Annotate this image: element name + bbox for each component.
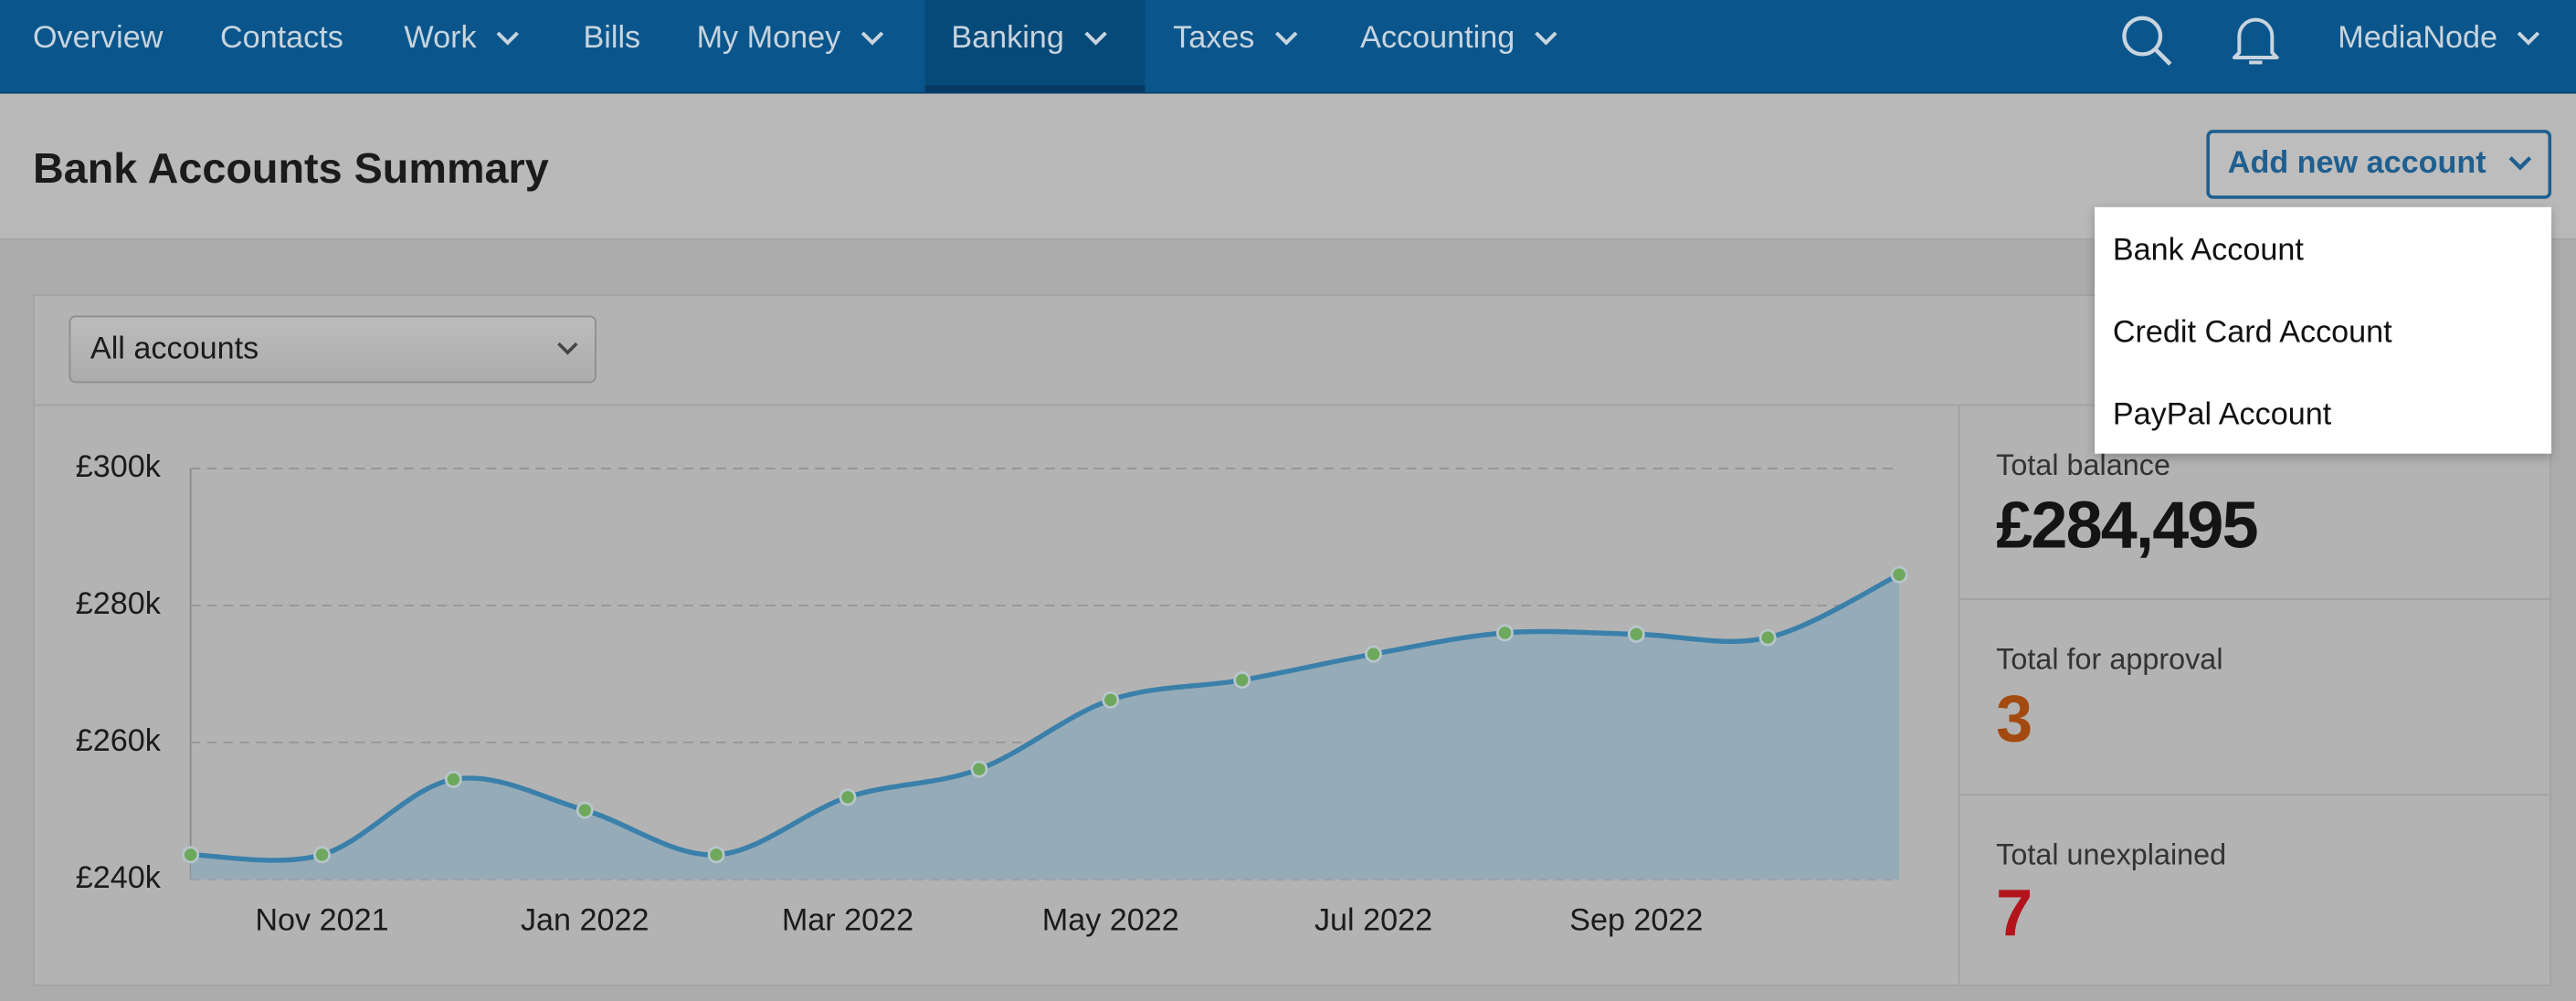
chevron [557,342,578,355]
separator [1959,794,2552,796]
nav-item[interactable]: Banking [951,0,1107,92]
y-tick-label: £280k [76,586,162,621]
user-menu[interactable]: MediaNode [2338,0,2540,92]
menu-item[interactable]: Bank Account [2112,233,2304,269]
notifications-icon[interactable] [2230,12,2283,68]
point [313,846,331,864]
x-tick-label: Jan 2022 [521,903,649,938]
nav-bar: Overview Contacts Work Bills My Money Ba… [0,0,2576,94]
chevron [2518,32,2540,47]
menu-item[interactable]: PayPal Account [2112,397,2332,433]
nav-label[interactable]: Contacts [219,21,343,57]
point [1102,690,1120,709]
y-tick-label: £260k [76,723,162,758]
nav-label[interactable]: Taxes [1173,21,1255,57]
nav-item[interactable]: Contacts [220,0,343,92]
x-tick-label: Mar 2022 [782,903,913,938]
nav-item[interactable]: Bills [583,0,640,92]
balance-chart: £240k £260k £280k £300k Nov 2021 Jan 2022 Mar … [76,449,1908,938]
nav-item[interactable]: Overview [33,0,163,92]
nav-label[interactable]: Bills [583,21,641,57]
nav-item[interactable]: My Money [697,0,883,92]
button-label[interactable]: Add new account [2227,146,2486,181]
account-select[interactable]: All accounts [69,315,596,384]
stat-label: Total balance [1996,448,2170,482]
select-value[interactable]: All accounts [90,332,259,367]
point [444,770,462,788]
point [707,846,725,864]
search-icon[interactable] [2119,13,2175,68]
y-tick-label: £240k [76,860,162,895]
point [575,801,594,819]
nav-label[interactable]: Work [404,21,477,57]
stat-label: Total for approval [1996,642,2223,676]
x-tick-label: Jul 2022 [1314,903,1432,938]
stats-panel [1958,404,2553,986]
point [182,846,200,864]
x-tick-label: May 2022 [1042,903,1179,938]
chevron [1274,32,1297,47]
separator [1959,598,2552,600]
y-tick-label: £300k [76,449,162,484]
nav-item[interactable]: Accounting [1360,0,1557,92]
user-name[interactable]: MediaNode [2338,21,2498,57]
point [1758,628,1777,647]
point [1890,565,1908,584]
nav-label[interactable]: Banking [951,21,1064,57]
chevron [1535,32,1557,47]
stat-label: Total unexplained [1996,838,2227,871]
chevron [860,32,883,47]
point [1495,624,1514,642]
area-fill [190,574,1900,880]
add-account-button[interactable]: Add new account [2206,130,2552,199]
menu-item[interactable]: Credit Card Account [2112,315,2392,351]
chevron [496,32,519,47]
x-tick-label: Nov 2021 [255,903,388,938]
point [1233,671,1251,690]
stat-value: £284,495 [1996,490,2258,563]
page-title: Bank Accounts Summary [32,142,549,193]
point [1627,625,1645,643]
dropdown-menu: Bank Account Credit Card Account PayPal … [2095,206,2552,454]
active-tab [924,0,1145,92]
x-tick-label: Sep 2022 [1569,903,1703,938]
nav-label[interactable]: My Money [696,21,841,57]
stat-value: 3 [1996,683,2032,756]
stat-value: 7 [1996,878,2032,951]
nav-label[interactable]: Overview [32,21,164,57]
filter-bar [32,294,2552,406]
nav-label[interactable]: Accounting [1360,21,1515,57]
nav-item[interactable]: Taxes [1173,0,1297,92]
chevron [2508,156,2532,171]
nav-item[interactable]: Work [404,0,519,92]
point [970,760,988,778]
point [839,788,857,806]
point [1365,645,1382,663]
chevron [1083,32,1107,47]
